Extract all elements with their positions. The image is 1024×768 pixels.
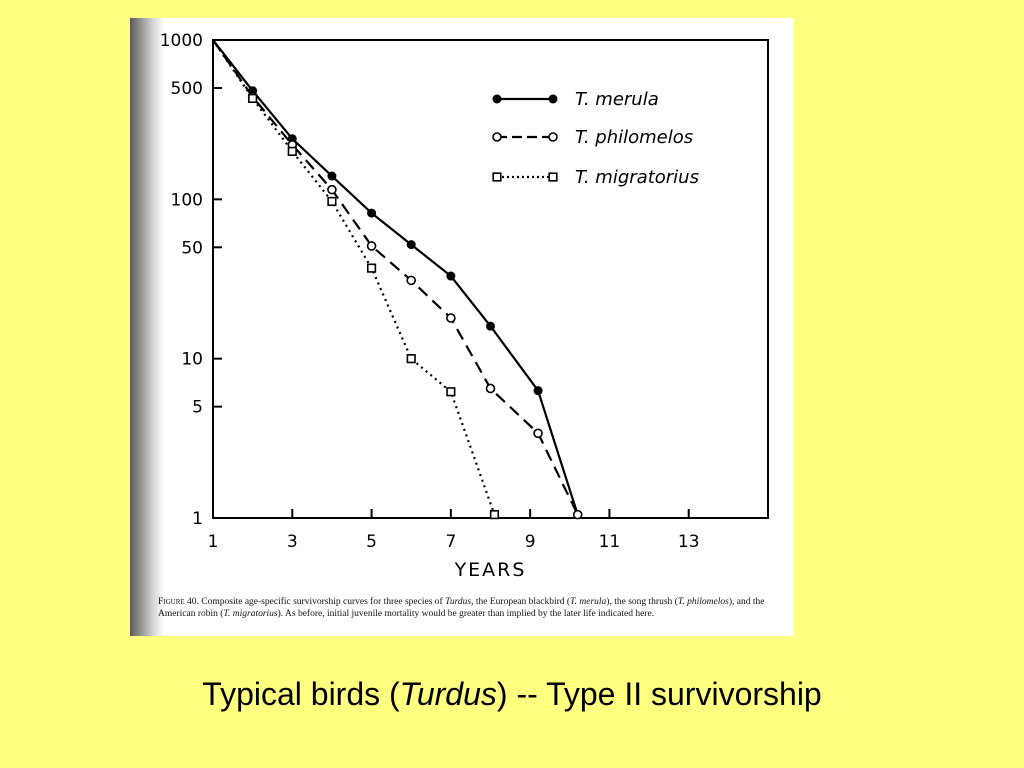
series-1-point — [446, 313, 456, 323]
legend-label-0: T. merula — [575, 89, 659, 110]
series-1-point — [572, 509, 583, 520]
series-1-point — [533, 428, 543, 439]
series-0-point — [446, 271, 456, 281]
legend-marker-right-1 — [548, 132, 558, 142]
x-tick-label: 11 — [599, 532, 621, 552]
series-2-point — [327, 196, 337, 207]
series-1-point — [406, 275, 417, 286]
y-tick-label: 10 — [181, 350, 203, 370]
y-tick-label: 500 — [171, 79, 203, 99]
caption-figure-label: Figure 40. — [158, 597, 199, 607]
y-tick-label: 1 — [192, 509, 203, 529]
series-2-point — [366, 263, 377, 273]
caption-species-merula: T. merula — [570, 597, 607, 607]
x-tick-label: 3 — [287, 532, 298, 552]
series-0-point — [327, 171, 337, 181]
series-2-point — [406, 354, 416, 364]
series-line-0 — [212, 39, 579, 515]
legend-label-2: T. migratorius — [575, 167, 699, 188]
caption-text-1: Composite age-specific survivorship curv… — [198, 597, 446, 607]
series-1-point — [327, 184, 337, 195]
caption-genus: Turdus — [445, 597, 472, 607]
legend-marker-left-0 — [492, 94, 502, 104]
caption-text-3: ), the song thrush ( — [606, 597, 678, 607]
plot-frame — [212, 39, 769, 519]
figure-panel — [130, 18, 794, 636]
legend-marker-left-2 — [492, 172, 502, 182]
series-line-1 — [212, 39, 579, 516]
series-2-point — [446, 387, 456, 397]
x-tick-label: 13 — [678, 532, 700, 552]
y-tick-label: 100 — [171, 190, 203, 210]
slide-title: Typical birds (Turdus) -- Type II surviv… — [0, 676, 1024, 713]
series-0-point — [486, 321, 495, 331]
slide-title-post: ) -- Type II survivorship — [496, 676, 822, 712]
caption-species-migratorius: T. migratorius — [223, 608, 278, 619]
x-axis-label: YEARS — [454, 559, 527, 581]
series-1-point — [366, 241, 377, 251]
legend-marker-right-0 — [548, 94, 558, 104]
series-0-point — [367, 208, 377, 218]
legend-marker-left-1 — [492, 132, 502, 142]
caption-species-philomelos: T. philomelos — [677, 597, 729, 607]
x-tick-label: 7 — [445, 532, 456, 552]
caption-text-5: ). As before, initial juvenile mortality… — [277, 608, 655, 619]
y-tick-label: 1000 — [160, 31, 203, 51]
slide-title-pre: Typical birds ( — [202, 676, 400, 712]
series-2-point — [248, 93, 258, 104]
scan-edge-shadow — [130, 18, 164, 636]
series-0-point — [406, 240, 416, 250]
series-0-point — [533, 386, 543, 396]
x-tick-label: 1 — [208, 532, 219, 552]
legend-marker-right-2 — [548, 172, 558, 182]
x-tick-label: 9 — [525, 532, 536, 552]
caption-text-4: ), and the American robin ( — [158, 597, 765, 619]
y-tick-label: 50 — [181, 238, 203, 258]
caption-text-2: , the European blackbird ( — [471, 597, 571, 607]
series-1-point — [485, 383, 496, 394]
legend-label-1: T. philomelos — [575, 127, 693, 148]
series-line-2 — [212, 39, 496, 515]
y-tick-label: 5 — [192, 398, 203, 418]
x-tick-label: 5 — [366, 532, 377, 552]
series-2-point — [489, 510, 500, 520]
figure-caption: Figure 40. Composite age-specific surviv… — [158, 597, 778, 620]
slide-title-genus: Turdus — [399, 676, 497, 712]
series-2-point — [287, 146, 297, 156]
